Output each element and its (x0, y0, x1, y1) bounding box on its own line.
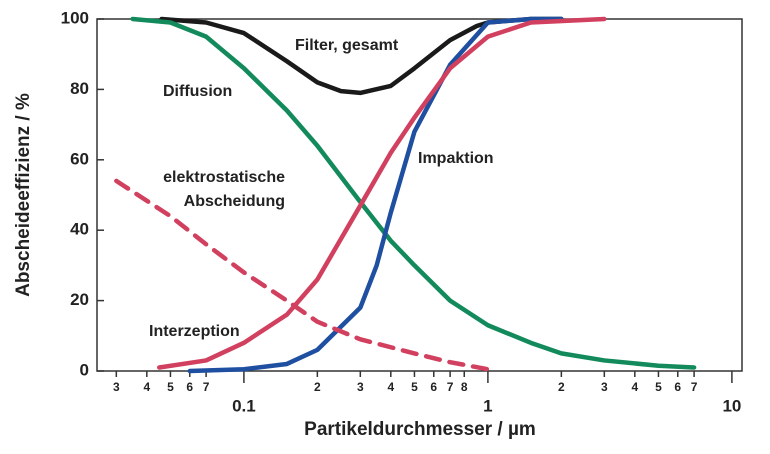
x-tick-label: 5 (655, 380, 662, 394)
plot-frame (96, 18, 743, 372)
series-label: Filter, gesamt (295, 37, 399, 54)
x-tick-label: 10 (722, 396, 741, 415)
y-axis-label: Abscheideeffizienz / % (13, 93, 34, 297)
x-tick-label: 0.1 (232, 396, 256, 415)
y-tick-label: 100 (61, 8, 89, 27)
series-label: Interzeption (149, 323, 240, 340)
x-tick-label: 6 (430, 380, 437, 394)
y-tick-label: 20 (70, 290, 89, 309)
x-tick-label: 6 (186, 380, 193, 394)
x-tick-label: 8 (461, 380, 468, 394)
series-line (130, 16, 697, 370)
series-label: Diffusion (163, 83, 233, 100)
x-tick-label: 4 (143, 380, 150, 394)
x-tick-label: 5 (167, 380, 174, 394)
y-tick-label: 60 (70, 149, 89, 168)
x-tick-label: 2 (314, 380, 321, 394)
x-tick-label: 4 (387, 380, 394, 394)
x-tick-label: 7 (447, 380, 454, 394)
x-tick-label: 4 (631, 380, 638, 394)
series-label: Impaktion (418, 150, 494, 167)
x-tick-label: 3 (601, 380, 608, 394)
y-tick-label: 80 (70, 79, 89, 98)
x-tick-label: 7 (203, 380, 210, 394)
series-line (114, 178, 491, 372)
x-tick-label: 1 (483, 396, 492, 415)
x-tick-label: 6 (674, 380, 681, 394)
series-label: elektrostatische Abscheidung (163, 169, 285, 210)
y-tick-label: 40 (70, 220, 89, 239)
x-tick-label: 2 (558, 380, 565, 394)
x-tick-label: 3 (113, 380, 120, 394)
series-line (187, 16, 564, 374)
series-line (157, 16, 607, 370)
x-tick-label: 7 (691, 380, 698, 394)
x-tick-label: 3 (357, 380, 364, 394)
y-tick-label: 0 (80, 360, 89, 379)
x-axis-label: Partikeldurchmesser / µm (304, 419, 536, 440)
x-tick-label: 5 (411, 380, 418, 394)
